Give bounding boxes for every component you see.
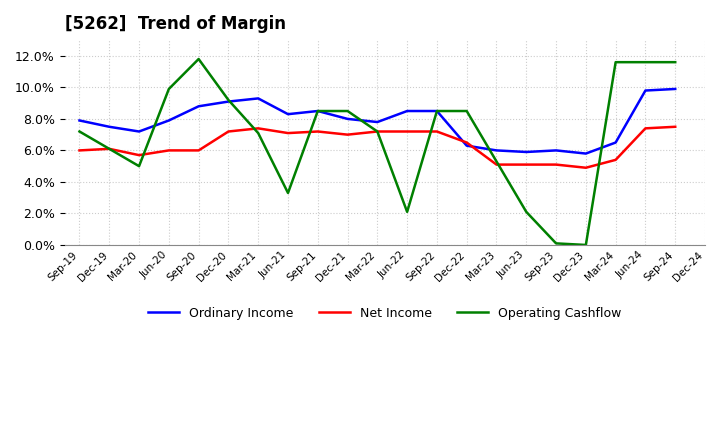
Line: Net Income: Net Income — [79, 127, 675, 168]
Operating Cashflow — [194, 56, 203, 62]
Operating Cashflow — [343, 108, 352, 114]
Operating Cashflow — [522, 209, 531, 215]
Net Income — [254, 126, 263, 131]
Operating Cashflow — [641, 59, 649, 65]
Operating Cashflow — [165, 86, 174, 92]
Net Income — [582, 165, 590, 170]
Ordinary Income — [105, 124, 114, 129]
Net Income — [284, 130, 292, 136]
Ordinary Income — [284, 111, 292, 117]
Net Income — [671, 124, 680, 129]
Operating Cashflow — [552, 241, 560, 246]
Ordinary Income — [582, 151, 590, 156]
Operating Cashflow — [402, 209, 411, 215]
Ordinary Income — [671, 86, 680, 92]
Operating Cashflow — [284, 191, 292, 196]
Operating Cashflow — [433, 108, 441, 114]
Legend: Ordinary Income, Net Income, Operating Cashflow: Ordinary Income, Net Income, Operating C… — [143, 302, 626, 325]
Operating Cashflow — [462, 108, 471, 114]
Net Income — [492, 162, 501, 167]
Ordinary Income — [75, 118, 84, 123]
Ordinary Income — [313, 108, 322, 114]
Ordinary Income — [224, 99, 233, 104]
Operating Cashflow — [611, 59, 620, 65]
Ordinary Income — [254, 96, 263, 101]
Ordinary Income — [165, 118, 174, 123]
Net Income — [373, 129, 382, 134]
Operating Cashflow — [373, 129, 382, 134]
Ordinary Income — [492, 148, 501, 153]
Ordinary Income — [194, 104, 203, 109]
Ordinary Income — [433, 108, 441, 114]
Ordinary Income — [552, 148, 560, 153]
Operating Cashflow — [671, 59, 680, 65]
Ordinary Income — [402, 108, 411, 114]
Operating Cashflow — [313, 108, 322, 114]
Ordinary Income — [373, 119, 382, 125]
Net Income — [552, 162, 560, 167]
Line: Ordinary Income: Ordinary Income — [79, 89, 675, 154]
Text: [5262]  Trend of Margin: [5262] Trend of Margin — [65, 15, 286, 33]
Ordinary Income — [641, 88, 649, 93]
Operating Cashflow — [224, 97, 233, 103]
Net Income — [135, 153, 143, 158]
Net Income — [641, 126, 649, 131]
Net Income — [522, 162, 531, 167]
Net Income — [194, 148, 203, 153]
Ordinary Income — [462, 143, 471, 148]
Operating Cashflow — [75, 129, 84, 134]
Net Income — [343, 132, 352, 137]
Ordinary Income — [135, 129, 143, 134]
Line: Operating Cashflow: Operating Cashflow — [79, 59, 675, 245]
Ordinary Income — [343, 116, 352, 121]
Net Income — [433, 129, 441, 134]
Net Income — [313, 129, 322, 134]
Net Income — [611, 157, 620, 162]
Net Income — [402, 129, 411, 134]
Net Income — [462, 140, 471, 145]
Ordinary Income — [522, 149, 531, 154]
Operating Cashflow — [254, 130, 263, 136]
Operating Cashflow — [582, 242, 590, 248]
Ordinary Income — [611, 140, 620, 145]
Net Income — [224, 129, 233, 134]
Net Income — [165, 148, 174, 153]
Net Income — [75, 148, 84, 153]
Operating Cashflow — [135, 164, 143, 169]
Net Income — [105, 146, 114, 151]
Operating Cashflow — [105, 146, 114, 151]
